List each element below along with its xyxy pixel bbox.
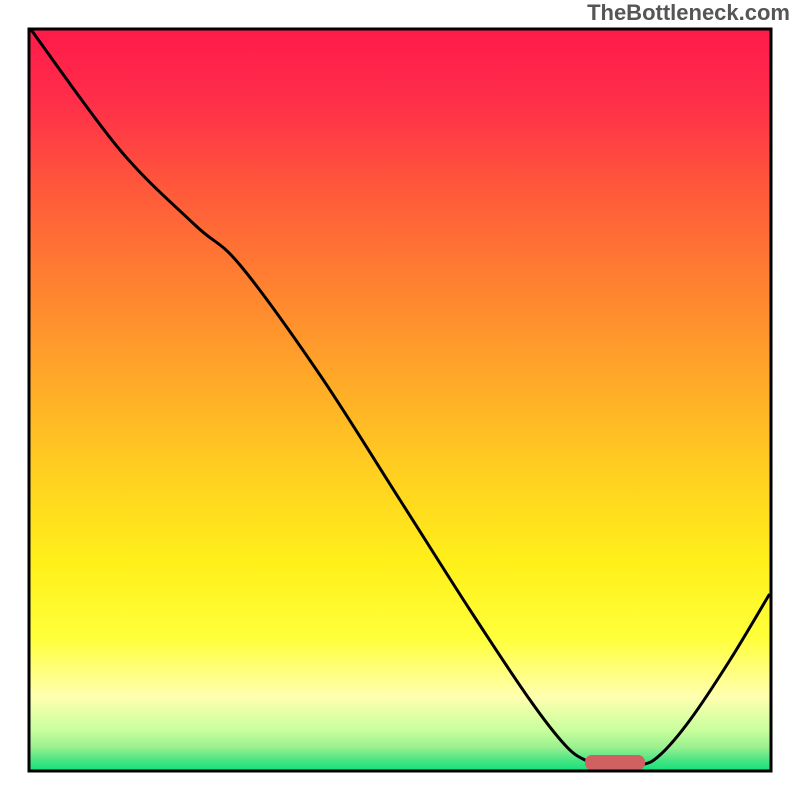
plot-gradient-background	[29, 29, 771, 771]
watermark-text: TheBottleneck.com	[587, 0, 790, 26]
optimal-marker	[585, 755, 645, 770]
bottleneck-gradient-chart	[0, 0, 800, 800]
